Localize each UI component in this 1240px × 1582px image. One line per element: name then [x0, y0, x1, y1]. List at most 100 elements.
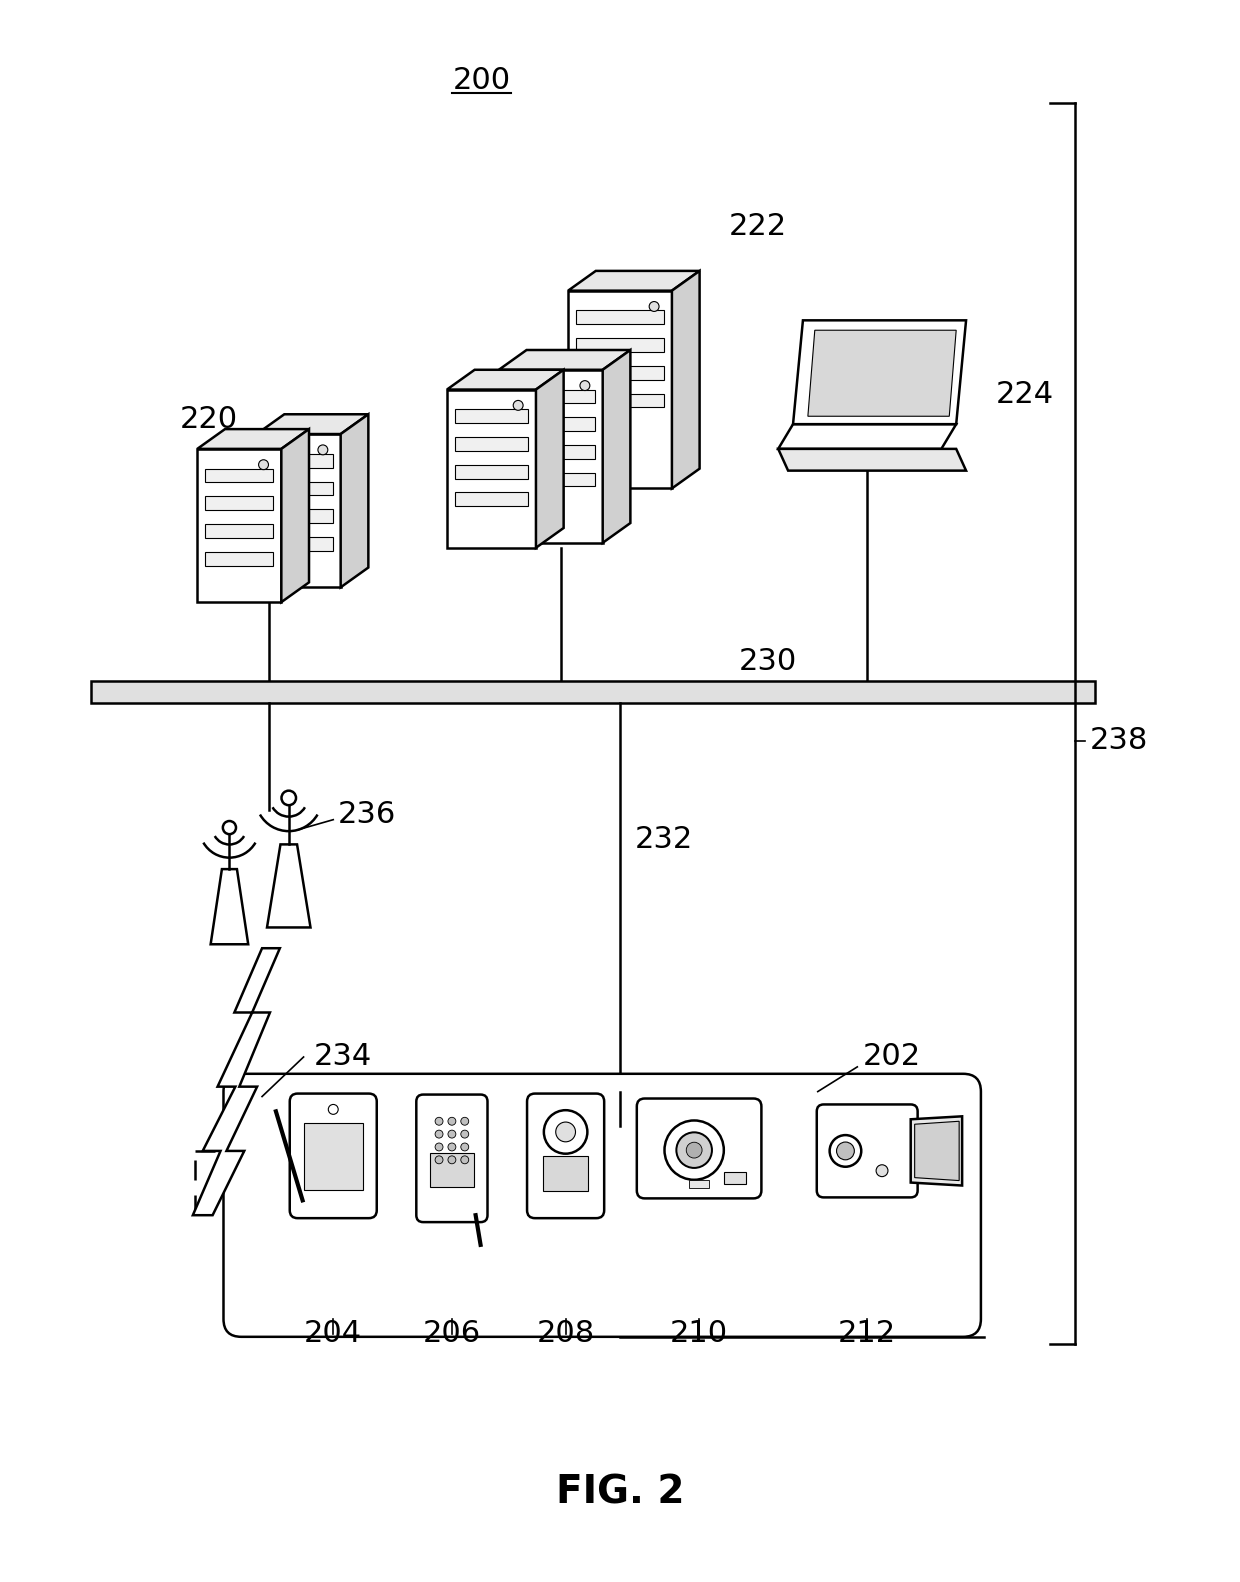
- FancyBboxPatch shape: [637, 1098, 761, 1199]
- Text: 208: 208: [537, 1319, 595, 1348]
- Circle shape: [830, 1136, 862, 1168]
- Circle shape: [877, 1164, 888, 1177]
- Polygon shape: [446, 370, 564, 389]
- Bar: [304, 1123, 363, 1191]
- Polygon shape: [915, 1122, 960, 1180]
- Text: 204: 204: [304, 1319, 362, 1348]
- Circle shape: [435, 1144, 443, 1152]
- Polygon shape: [498, 370, 603, 543]
- Bar: [455, 465, 528, 478]
- Polygon shape: [257, 414, 368, 433]
- Circle shape: [461, 1117, 469, 1125]
- Circle shape: [448, 1156, 456, 1164]
- Circle shape: [650, 302, 658, 312]
- Circle shape: [686, 1142, 702, 1158]
- Polygon shape: [779, 424, 956, 449]
- Bar: [455, 437, 528, 451]
- Bar: [543, 1156, 588, 1191]
- Polygon shape: [257, 433, 341, 587]
- Polygon shape: [211, 869, 248, 944]
- Text: 224: 224: [996, 380, 1054, 410]
- Circle shape: [837, 1142, 854, 1160]
- Circle shape: [461, 1144, 469, 1152]
- Text: 236: 236: [339, 800, 397, 829]
- Text: 232: 232: [635, 824, 693, 854]
- Circle shape: [448, 1144, 456, 1152]
- Polygon shape: [193, 948, 280, 1215]
- Polygon shape: [568, 291, 672, 489]
- Bar: [689, 1180, 709, 1188]
- Polygon shape: [603, 350, 630, 543]
- Polygon shape: [197, 429, 309, 449]
- Bar: [507, 445, 595, 459]
- Bar: [264, 454, 332, 468]
- FancyBboxPatch shape: [817, 1104, 918, 1198]
- Polygon shape: [536, 370, 564, 547]
- Circle shape: [544, 1111, 588, 1153]
- FancyBboxPatch shape: [417, 1095, 487, 1223]
- Text: 222: 222: [729, 212, 787, 240]
- Text: 230: 230: [739, 647, 797, 676]
- Text: 200: 200: [453, 65, 511, 95]
- Polygon shape: [808, 331, 956, 416]
- Circle shape: [317, 445, 327, 454]
- Polygon shape: [568, 271, 699, 291]
- Polygon shape: [341, 414, 368, 587]
- Circle shape: [461, 1156, 469, 1164]
- Text: 234: 234: [314, 1043, 372, 1071]
- Polygon shape: [672, 271, 699, 489]
- Circle shape: [435, 1156, 443, 1164]
- Circle shape: [259, 460, 269, 470]
- Circle shape: [435, 1117, 443, 1125]
- Circle shape: [676, 1133, 712, 1168]
- Bar: [264, 481, 332, 495]
- Polygon shape: [446, 389, 536, 547]
- FancyBboxPatch shape: [290, 1093, 377, 1218]
- Bar: [264, 536, 332, 551]
- Bar: [205, 552, 274, 565]
- Bar: [577, 339, 663, 351]
- Bar: [91, 682, 1095, 702]
- Bar: [577, 365, 663, 380]
- Circle shape: [223, 821, 236, 834]
- Circle shape: [580, 381, 590, 391]
- Bar: [507, 389, 595, 403]
- Circle shape: [513, 400, 523, 410]
- Text: 212: 212: [838, 1319, 897, 1348]
- Bar: [507, 473, 595, 486]
- Bar: [205, 524, 274, 538]
- FancyBboxPatch shape: [223, 1074, 981, 1337]
- Circle shape: [556, 1122, 575, 1142]
- Polygon shape: [779, 449, 966, 470]
- Bar: [205, 497, 274, 509]
- Circle shape: [281, 791, 296, 805]
- Text: 202: 202: [862, 1043, 920, 1071]
- Bar: [577, 310, 663, 324]
- Bar: [205, 468, 274, 483]
- Polygon shape: [267, 845, 310, 927]
- Bar: [577, 394, 663, 407]
- Text: 210: 210: [670, 1319, 728, 1348]
- Bar: [455, 410, 528, 422]
- Circle shape: [435, 1130, 443, 1137]
- Circle shape: [665, 1120, 724, 1180]
- Circle shape: [329, 1104, 339, 1114]
- Bar: [430, 1153, 474, 1186]
- Polygon shape: [197, 449, 281, 603]
- FancyBboxPatch shape: [527, 1093, 604, 1218]
- Text: 206: 206: [423, 1319, 481, 1348]
- Polygon shape: [498, 350, 630, 370]
- Bar: [264, 509, 332, 524]
- Circle shape: [448, 1117, 456, 1125]
- Polygon shape: [281, 429, 309, 603]
- Text: FIG. 2: FIG. 2: [556, 1473, 684, 1511]
- Polygon shape: [794, 320, 966, 424]
- Bar: [724, 1172, 745, 1183]
- Bar: [507, 418, 595, 430]
- Text: 238: 238: [1090, 726, 1148, 755]
- Circle shape: [461, 1130, 469, 1137]
- Polygon shape: [910, 1117, 962, 1185]
- Circle shape: [448, 1130, 456, 1137]
- Bar: [455, 492, 528, 506]
- Text: 220: 220: [180, 405, 238, 433]
